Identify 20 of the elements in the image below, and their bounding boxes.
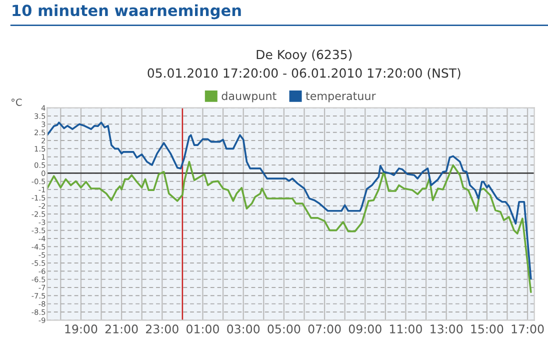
line-series <box>47 160 532 293</box>
x-tick-label: 15:00 <box>471 324 504 334</box>
x-tick-label: 11:00 <box>390 324 422 334</box>
text: 05.01.2010 17:20:00 - 06.01.2010 17:20:00 (NST) <box>148 68 460 80</box>
x-tick-label: 01:00 <box>186 324 219 334</box>
x-tick-label: 19:00 <box>65 324 98 334</box>
x-tick-label: 07:00 <box>308 324 341 334</box>
x-tick-label: 23:00 <box>146 324 178 334</box>
chart-subtitle: De Kooy (6235) <box>256 50 352 62</box>
chart-title: 10 minuten waarnemingen <box>12 4 241 20</box>
legend-label: dauwpunt <box>222 92 276 102</box>
x-tick-label: 21:00 <box>105 324 138 334</box>
x-tick-label: 05:00 <box>268 324 300 334</box>
line-series <box>47 122 532 280</box>
x-tick-label: 17:00 <box>512 324 544 334</box>
legend-label: temperatuur <box>306 92 376 102</box>
y-axis-title: °C <box>12 98 22 106</box>
x-tick-label: 13:00 <box>430 324 463 334</box>
x-tick-label: 09:00 <box>348 324 382 334</box>
x-tick-label: 03:00 <box>227 324 260 334</box>
